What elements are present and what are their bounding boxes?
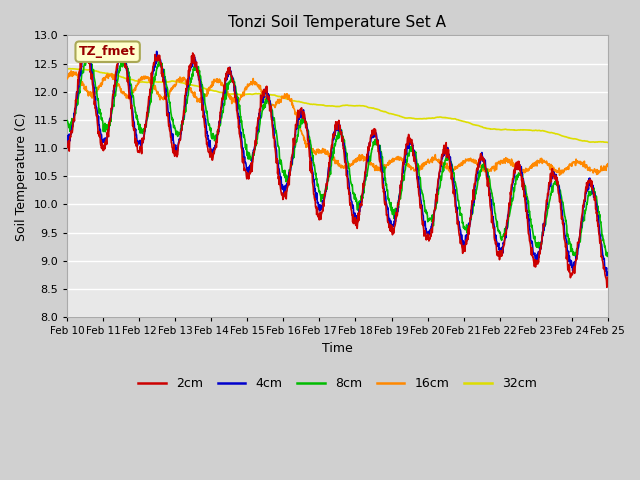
Text: TZ_fmet: TZ_fmet: [79, 45, 136, 58]
Legend: 2cm, 4cm, 8cm, 16cm, 32cm: 2cm, 4cm, 8cm, 16cm, 32cm: [133, 372, 541, 396]
X-axis label: Time: Time: [322, 342, 353, 355]
Y-axis label: Soil Temperature (C): Soil Temperature (C): [15, 112, 28, 240]
Title: Tonzi Soil Temperature Set A: Tonzi Soil Temperature Set A: [228, 15, 447, 30]
